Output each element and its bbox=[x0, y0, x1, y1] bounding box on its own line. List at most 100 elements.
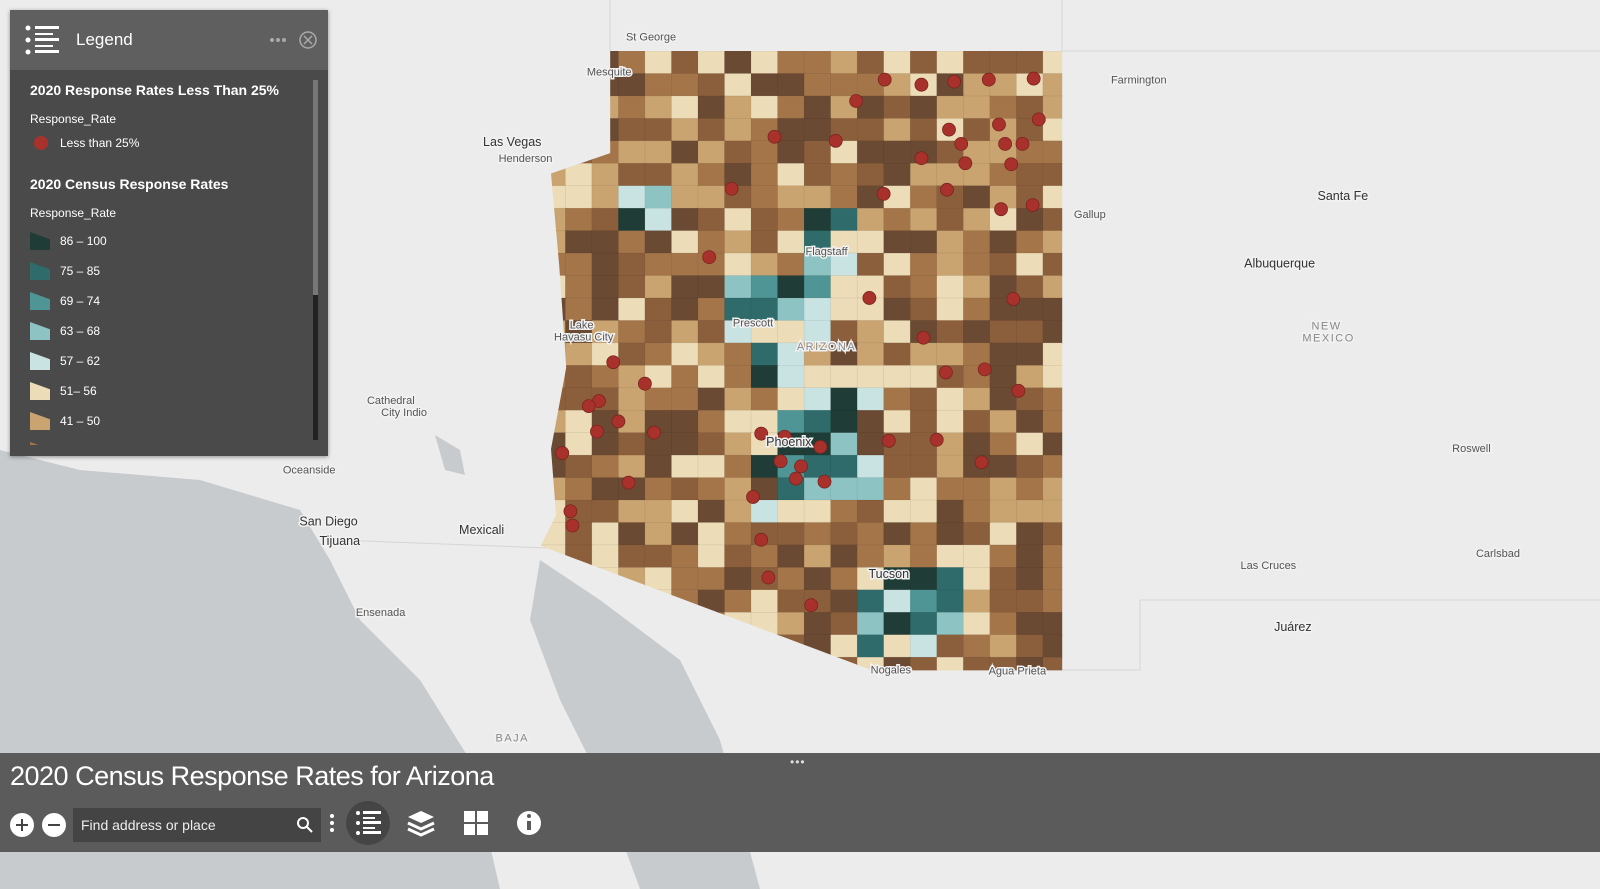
toolbar[interactable] bbox=[325, 799, 555, 851]
tract bbox=[989, 230, 1018, 255]
handle[interactable]: ••• bbox=[790, 755, 806, 769]
tract bbox=[777, 589, 806, 614]
tract bbox=[1016, 567, 1045, 592]
tract bbox=[883, 589, 912, 614]
tract bbox=[963, 477, 992, 502]
tract bbox=[697, 185, 726, 210]
swatch bbox=[30, 322, 50, 340]
tract bbox=[724, 252, 753, 277]
marker bbox=[994, 202, 1008, 217]
tract bbox=[750, 589, 779, 614]
tract bbox=[963, 499, 992, 524]
tract bbox=[644, 118, 673, 143]
place-label: San Diego bbox=[299, 515, 357, 529]
tract bbox=[644, 185, 673, 210]
search-icon[interactable] bbox=[297, 817, 313, 833]
place-label: Farmington bbox=[1111, 75, 1167, 87]
tract bbox=[697, 118, 726, 143]
tract bbox=[724, 589, 753, 614]
field-name: Response_Rate bbox=[30, 112, 117, 126]
place-label: Ensenada bbox=[356, 607, 406, 619]
tract bbox=[856, 454, 885, 479]
tract bbox=[565, 252, 594, 277]
tract bbox=[963, 387, 992, 412]
tract bbox=[750, 207, 779, 232]
tract bbox=[883, 499, 912, 524]
place-label: Carlsbad bbox=[1476, 548, 1520, 560]
tract bbox=[618, 544, 647, 569]
tract bbox=[591, 477, 620, 502]
tract bbox=[777, 522, 806, 547]
marker bbox=[647, 425, 661, 440]
tract bbox=[1016, 409, 1045, 434]
tract bbox=[856, 589, 885, 614]
tract bbox=[671, 567, 700, 592]
tract bbox=[671, 185, 700, 210]
tract bbox=[909, 275, 939, 300]
tract bbox=[750, 140, 779, 165]
swatch bbox=[30, 412, 50, 430]
layer-title: 2020 Response Rates Less Than 25% bbox=[30, 82, 280, 98]
tract bbox=[644, 297, 673, 322]
tract bbox=[936, 499, 965, 524]
field-name: Response_Rate bbox=[30, 206, 117, 220]
tract bbox=[750, 73, 779, 98]
tract bbox=[1016, 51, 1045, 75]
tract bbox=[618, 185, 647, 210]
search-box[interactable]: Find address or place bbox=[73, 808, 321, 842]
tract bbox=[591, 297, 620, 322]
tract bbox=[1016, 499, 1045, 524]
marker bbox=[581, 399, 596, 414]
tract bbox=[1016, 275, 1045, 300]
tract bbox=[856, 634, 885, 659]
tract bbox=[724, 522, 753, 547]
tract bbox=[1016, 163, 1045, 187]
tract bbox=[963, 95, 992, 120]
tract bbox=[618, 387, 647, 412]
tract bbox=[724, 544, 753, 569]
tract bbox=[777, 73, 806, 98]
marker bbox=[954, 136, 969, 151]
tract bbox=[697, 567, 726, 592]
tract bbox=[697, 387, 726, 412]
tract bbox=[963, 432, 992, 457]
tract bbox=[830, 365, 859, 390]
tract bbox=[909, 118, 939, 143]
tract bbox=[936, 51, 965, 75]
marker bbox=[621, 475, 636, 490]
tract bbox=[565, 297, 594, 322]
tract bbox=[750, 51, 779, 75]
tract bbox=[1016, 432, 1045, 457]
tract bbox=[697, 409, 726, 434]
scrollbar[interactable] bbox=[313, 80, 318, 440]
marker bbox=[590, 424, 604, 439]
tract bbox=[909, 342, 939, 367]
tract bbox=[883, 163, 912, 187]
tract bbox=[671, 51, 700, 75]
place-label: Tucson bbox=[869, 567, 910, 581]
tract bbox=[777, 252, 806, 277]
tract bbox=[963, 567, 992, 592]
tract bbox=[591, 252, 620, 277]
tract bbox=[618, 432, 647, 457]
swatch bbox=[30, 382, 50, 400]
place-label: Lake bbox=[570, 319, 594, 331]
tract bbox=[963, 297, 992, 322]
swatch bbox=[30, 292, 50, 310]
place-label: Henderson bbox=[499, 153, 553, 165]
marker bbox=[877, 72, 892, 87]
zoom-controls[interactable] bbox=[8, 809, 68, 841]
tract bbox=[591, 207, 620, 232]
legend-controls[interactable] bbox=[262, 28, 322, 52]
tract bbox=[830, 611, 859, 636]
tract bbox=[697, 140, 726, 165]
tract bbox=[830, 51, 859, 75]
tract bbox=[856, 230, 885, 255]
tract bbox=[750, 275, 779, 300]
tract bbox=[565, 207, 594, 232]
marker bbox=[1025, 198, 1040, 213]
tract bbox=[803, 185, 832, 210]
tract bbox=[618, 140, 647, 165]
tract bbox=[618, 118, 647, 143]
tract bbox=[724, 454, 753, 479]
